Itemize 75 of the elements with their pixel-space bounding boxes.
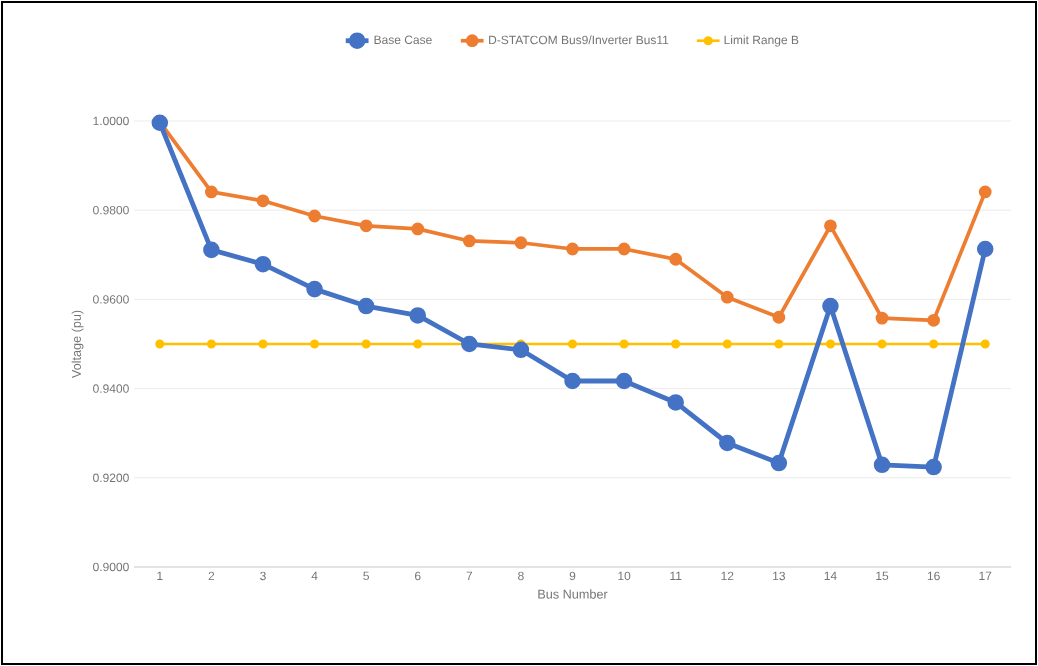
- point: [722, 339, 732, 349]
- y-tick-label: 0.9800: [93, 205, 129, 215]
- x-tick-label: 11: [670, 571, 682, 580]
- point: [619, 339, 629, 349]
- point: [409, 307, 427, 324]
- y-tick-label: 0.9600: [93, 295, 129, 304]
- point: [308, 209, 321, 223]
- point: [719, 434, 736, 452]
- y-tick-label: 0.9000: [93, 562, 129, 572]
- legend-label: Base Case: [374, 35, 432, 45]
- x-tick-label: 17: [979, 571, 992, 580]
- point: [774, 339, 784, 349]
- point: [825, 339, 835, 349]
- point: [980, 339, 990, 349]
- point: [824, 219, 837, 233]
- x-tick-label: 16: [927, 571, 940, 581]
- x-tick-label: 9: [569, 571, 576, 581]
- legend-label: D-STATCOM Bus9/Inverter Bus11: [489, 35, 669, 45]
- x-tick-label: 1: [157, 571, 163, 580]
- point: [929, 339, 939, 349]
- point: [206, 339, 216, 349]
- x-tick-label: 7: [466, 571, 473, 580]
- x-tick-label: 2: [208, 571, 215, 581]
- point: [461, 335, 478, 353]
- point: [306, 280, 323, 298]
- point: [411, 222, 425, 236]
- point: [671, 339, 681, 349]
- point: [567, 339, 578, 349]
- point: [256, 194, 270, 208]
- point: [927, 313, 941, 327]
- x-tick-label: 10: [618, 571, 631, 581]
- point: [564, 372, 581, 390]
- point: [514, 236, 528, 250]
- point: [361, 339, 371, 349]
- point: [310, 339, 320, 349]
- x-tick-label: 3: [260, 571, 266, 581]
- point: [357, 297, 375, 315]
- point: [203, 241, 220, 259]
- x-tick-label: 4: [311, 571, 318, 580]
- point: [770, 454, 788, 472]
- x-tick-label: 6: [415, 571, 421, 581]
- point: [978, 185, 992, 199]
- point: [667, 394, 684, 411]
- point: [875, 311, 889, 325]
- x-axis-title: Bus Number: [538, 589, 608, 599]
- point: [413, 339, 423, 349]
- point: [615, 372, 633, 390]
- point: [254, 255, 272, 273]
- point: [204, 185, 218, 199]
- point: [976, 240, 994, 258]
- point: [720, 290, 734, 304]
- y-axis-title: Voltage (pu): [71, 310, 84, 379]
- point: [925, 458, 942, 476]
- x-tick-label: 8: [518, 571, 524, 581]
- point: [877, 339, 887, 349]
- point: [258, 339, 268, 349]
- point: [462, 234, 476, 248]
- point: [772, 310, 786, 324]
- point: [566, 242, 579, 256]
- point: [873, 456, 891, 474]
- point: [512, 341, 530, 359]
- point: [669, 252, 683, 266]
- point: [822, 297, 839, 315]
- x-tick-label: 12: [721, 571, 734, 581]
- y-tick-label: 1.0000: [93, 116, 129, 126]
- x-tick-label: 15: [876, 571, 889, 581]
- point: [617, 242, 631, 256]
- x-tick-label: 5: [363, 571, 369, 581]
- point: [155, 339, 165, 349]
- x-tick-label: 14: [824, 571, 837, 580]
- y-tick-label: 0.9200: [93, 473, 129, 483]
- y-tick-label: 0.9400: [93, 384, 129, 393]
- x-tick-label: 13: [773, 571, 785, 581]
- point: [359, 219, 373, 233]
- legend-label: Limit Range B: [724, 35, 799, 47]
